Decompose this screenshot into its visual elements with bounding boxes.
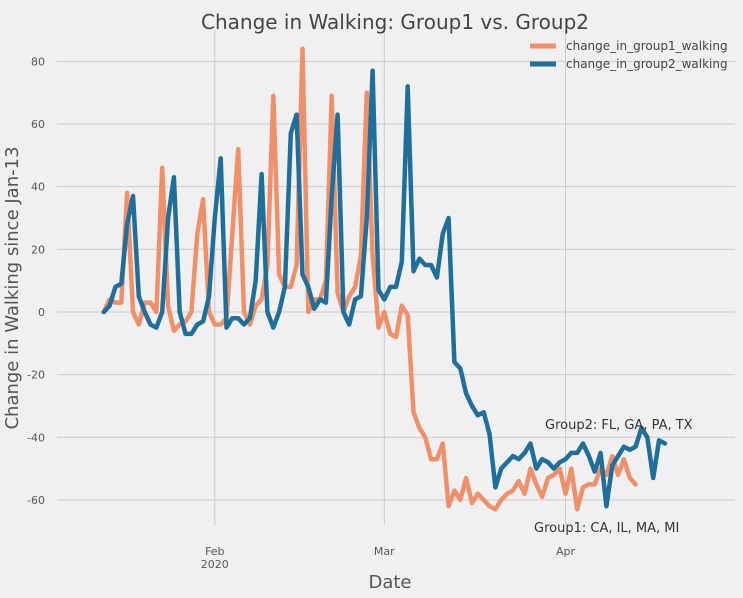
legend-label-group2: change_in_group2_walking [566, 57, 728, 71]
x-tick-label: Apr [556, 545, 576, 558]
annotation-group1: Group1: CA, IL, MA, MI [534, 521, 679, 536]
y-axis-label: Change in Walking since Jan-13 [2, 146, 23, 429]
y-tick-label: -40 [27, 431, 45, 444]
grid-layer [57, 30, 735, 525]
legend: change_in_group1_walking change_in_group… [530, 39, 728, 71]
legend-label-group1: change_in_group1_walking [566, 39, 728, 53]
y-tick-label: 60 [31, 118, 45, 131]
y-tick-label: 0 [38, 306, 45, 319]
chart-title: Change in Walking: Group1 vs. Group2 [201, 10, 589, 34]
y-tick-label: -20 [27, 369, 45, 382]
x-tick-sublabel: 2020 [201, 558, 229, 571]
y-tick-label: 80 [31, 55, 45, 68]
series-layer [101, 46, 668, 512]
x-axis-label: Date [368, 572, 411, 593]
y-tick-label: 40 [31, 181, 45, 194]
x-tick-label: Mar [374, 545, 395, 558]
y-tick-label: -60 [27, 494, 45, 507]
annotation-group2: Group2: FL, GA, PA, TX [545, 418, 693, 433]
x-tick-label: Feb [205, 545, 224, 558]
y-tick-label: 20 [31, 243, 45, 256]
series-line-2 [101, 68, 668, 509]
